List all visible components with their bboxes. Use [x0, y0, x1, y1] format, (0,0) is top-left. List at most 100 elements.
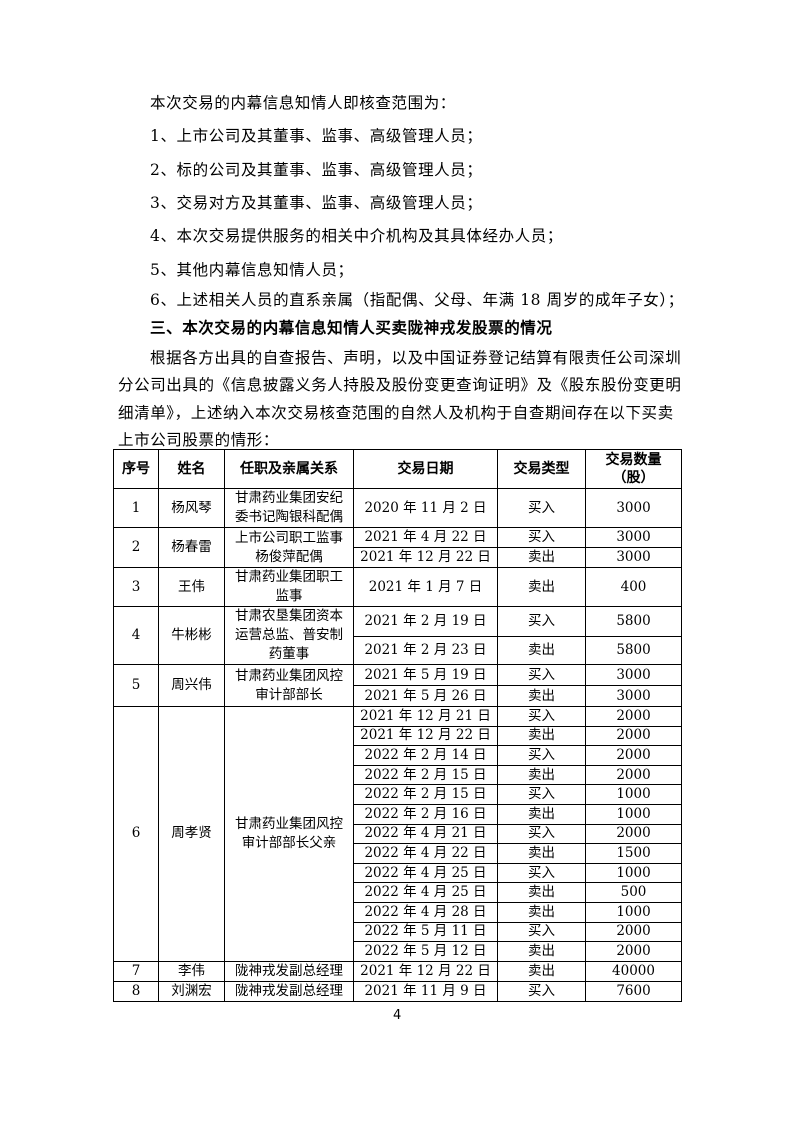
trade-type: 卖出	[497, 685, 586, 707]
table-row: 4 牛彬彬 甘肃农垦集团资本运营总监、普安制药董事 2021 年 2 月 19 日买入…	[113, 606, 682, 665]
table-row: 2022 年 4 月 25 日卖出 500	[114, 882, 682, 903]
intro-text: 本次交易的内幕信息知情人即核查范围为：	[150, 94, 456, 112]
trade-type: 卖出	[497, 960, 586, 982]
table-row: 2022 年 4 月 21 日买入 2000	[114, 823, 682, 845]
trade-quantity: 5800	[585, 606, 682, 637]
trade-type: 卖出	[497, 764, 586, 786]
trade-quantity: 2000	[585, 921, 682, 943]
table-row: 2021 年 5 月 26 日卖出 3000	[114, 685, 682, 707]
trade-quantity: 3000	[585, 488, 682, 528]
person-name: 杨风琴	[158, 488, 225, 528]
trade-type: 卖出	[497, 725, 586, 747]
scope-item: 5、其他内幕信息知情人员；	[150, 261, 354, 279]
trade-date: 2021 年 1 月 7 日	[353, 567, 498, 607]
trade-type: 卖出	[497, 941, 586, 962]
table-row: 6 周孝贤 甘肃药业集团风控审计部部长父亲 2021 年 12 月 21 日买入 200…	[113, 706, 682, 962]
row-number: 7	[113, 960, 159, 982]
trade-quantity: 5800	[585, 636, 682, 665]
trade-date: 2022 年 2 月 16 日	[353, 803, 498, 825]
table-row: 7 李伟 陇神戎发副总经理 2021 年 12 月 22 日卖出 40000	[113, 960, 682, 982]
row-number: 5	[113, 664, 159, 707]
table-row: 2022 年 5 月 12 日卖出 2000	[114, 941, 682, 962]
table-row: 2022 年 5 月 11 日买入 2000	[114, 921, 682, 943]
row-number: 8	[113, 980, 159, 1002]
table-row: 2021 年 2 月 23 日卖出 5800	[114, 636, 682, 665]
table-row: 2022 年 2 月 16 日卖出 1000	[114, 803, 682, 825]
header-qty: 交易数量（股）	[585, 449, 682, 489]
page-number: 4	[393, 1008, 402, 1023]
trade-type: 卖出	[497, 636, 586, 665]
trade-date: 2021 年 12 月 21 日	[353, 706, 498, 727]
trade-type: 买入	[497, 664, 586, 686]
row-number: 6	[113, 706, 159, 962]
trade-type: 卖出	[497, 882, 586, 903]
trade-date: 2021 年 12 月 22 日	[353, 725, 498, 747]
trade-quantity: 2000	[585, 706, 682, 727]
trade-quantity: 2000	[585, 745, 682, 766]
trade-date: 2022 年 2 月 15 日	[353, 764, 498, 786]
row-number: 4	[113, 606, 159, 665]
scope-item: 2、标的公司及其董事、监事、高级管理人员；	[150, 161, 483, 179]
trade-quantity: 3000	[585, 685, 682, 707]
trade-type: 买入	[497, 921, 586, 943]
trade-type: 卖出	[497, 547, 586, 568]
trade-date: 2022 年 4 月 28 日	[353, 901, 498, 923]
trade-quantity: 2000	[585, 725, 682, 747]
table-row: 8 刘渊宏 陇神戎发副总经理 2021 年 11 月 9 日买入 7600	[113, 980, 682, 1002]
trade-quantity: 400	[585, 567, 682, 607]
role-relation: 甘肃药业集团安纪委书记陶银科配偶	[224, 488, 354, 528]
trade-date: 2022 年 4 月 25 日	[353, 882, 498, 903]
person-name: 周孝贤	[158, 706, 225, 962]
trade-type: 卖出	[497, 567, 586, 607]
role-relation: 甘肃药业集团风控审计部部长父亲	[224, 706, 354, 962]
role-relation: 上市公司职工监事杨俊萍配偶	[224, 527, 354, 568]
trade-quantity: 7600	[585, 980, 682, 1002]
trade-date: 2022 年 5 月 12 日	[353, 941, 498, 962]
trade-date: 2022 年 4 月 25 日	[353, 862, 498, 884]
body-line: 根据各方出具的自查报告、声明，以及中国证券登记结算有限责任公司深圳	[150, 349, 682, 367]
trade-date: 2021 年 2 月 23 日	[353, 636, 498, 665]
person-name: 刘渊宏	[158, 980, 225, 1002]
person-name: 牛彬彬	[158, 606, 225, 665]
trade-quantity: 2000	[585, 823, 682, 845]
table-row: 2022 年 2 月 15 日买入 1000	[114, 784, 682, 805]
scope-item: 1、上市公司及其董事、监事、高级管理人员；	[150, 127, 483, 145]
trade-type: 买入	[497, 862, 586, 884]
scope-item: 6、上述相关人员的直系亲属（指配偶、父母、年满 18 周岁的成年子女）；	[150, 291, 684, 309]
person-name: 杨春雷	[158, 527, 225, 568]
header-no: 序号	[113, 449, 159, 489]
trade-type: 卖出	[497, 901, 586, 923]
body-line: 细清单》，上述纳入本次交易核查范围的自然人及机构于自查期间存在以下买卖	[118, 404, 674, 422]
table-header-row: 序号 姓名 任职及亲属关系 交易日期 交易类型 交易数量（股）	[113, 449, 682, 489]
role-relation: 甘肃药业集团风控审计部部长	[224, 664, 354, 707]
trade-date: 2022 年 4 月 21 日	[353, 823, 498, 845]
table-row: 2022 年 4 月 22 日卖出 1500	[114, 843, 682, 864]
trade-type: 买入	[497, 488, 586, 528]
trade-quantity: 1000	[585, 862, 682, 884]
trade-type: 买入	[497, 606, 586, 637]
person-name: 李伟	[158, 960, 225, 982]
row-number: 2	[113, 527, 159, 568]
trade-quantity: 3000	[585, 527, 682, 548]
trade-quantity: 2000	[585, 764, 682, 786]
trade-date: 2021 年 11 月 9 日	[353, 980, 498, 1002]
trade-quantity: 1000	[585, 803, 682, 825]
header-date: 交易日期	[353, 449, 498, 489]
table-row: 2022 年 4 月 25 日买入 1000	[114, 862, 682, 884]
trade-date: 2022 年 5 月 11 日	[353, 921, 498, 943]
row-number: 3	[113, 567, 159, 607]
trade-date: 2022 年 2 月 14 日	[353, 745, 498, 766]
role-relation: 陇神戎发副总经理	[224, 980, 354, 1002]
trade-quantity: 1000	[585, 901, 682, 923]
trade-quantity: 1500	[585, 843, 682, 864]
person-name: 王伟	[158, 567, 225, 607]
trade-date: 2021 年 5 月 19 日	[353, 664, 498, 686]
trade-date: 2022 年 4 月 22 日	[353, 843, 498, 864]
insider-trading-table: 序号 姓名 任职及亲属关系 交易日期 交易类型 交易数量（股） 1 杨风琴 甘肃药业…	[113, 449, 682, 1002]
body-line: 上市公司股票的情形：	[118, 431, 280, 449]
trade-date: 2022 年 2 月 15 日	[353, 784, 498, 805]
scope-item: 3、交易对方及其董事、监事、高级管理人员；	[150, 194, 483, 212]
trade-date: 2021 年 4 月 22 日	[353, 527, 498, 548]
trade-type: 卖出	[497, 803, 586, 825]
role-relation: 甘肃农垦集团资本运营总监、普安制药董事	[224, 606, 354, 665]
